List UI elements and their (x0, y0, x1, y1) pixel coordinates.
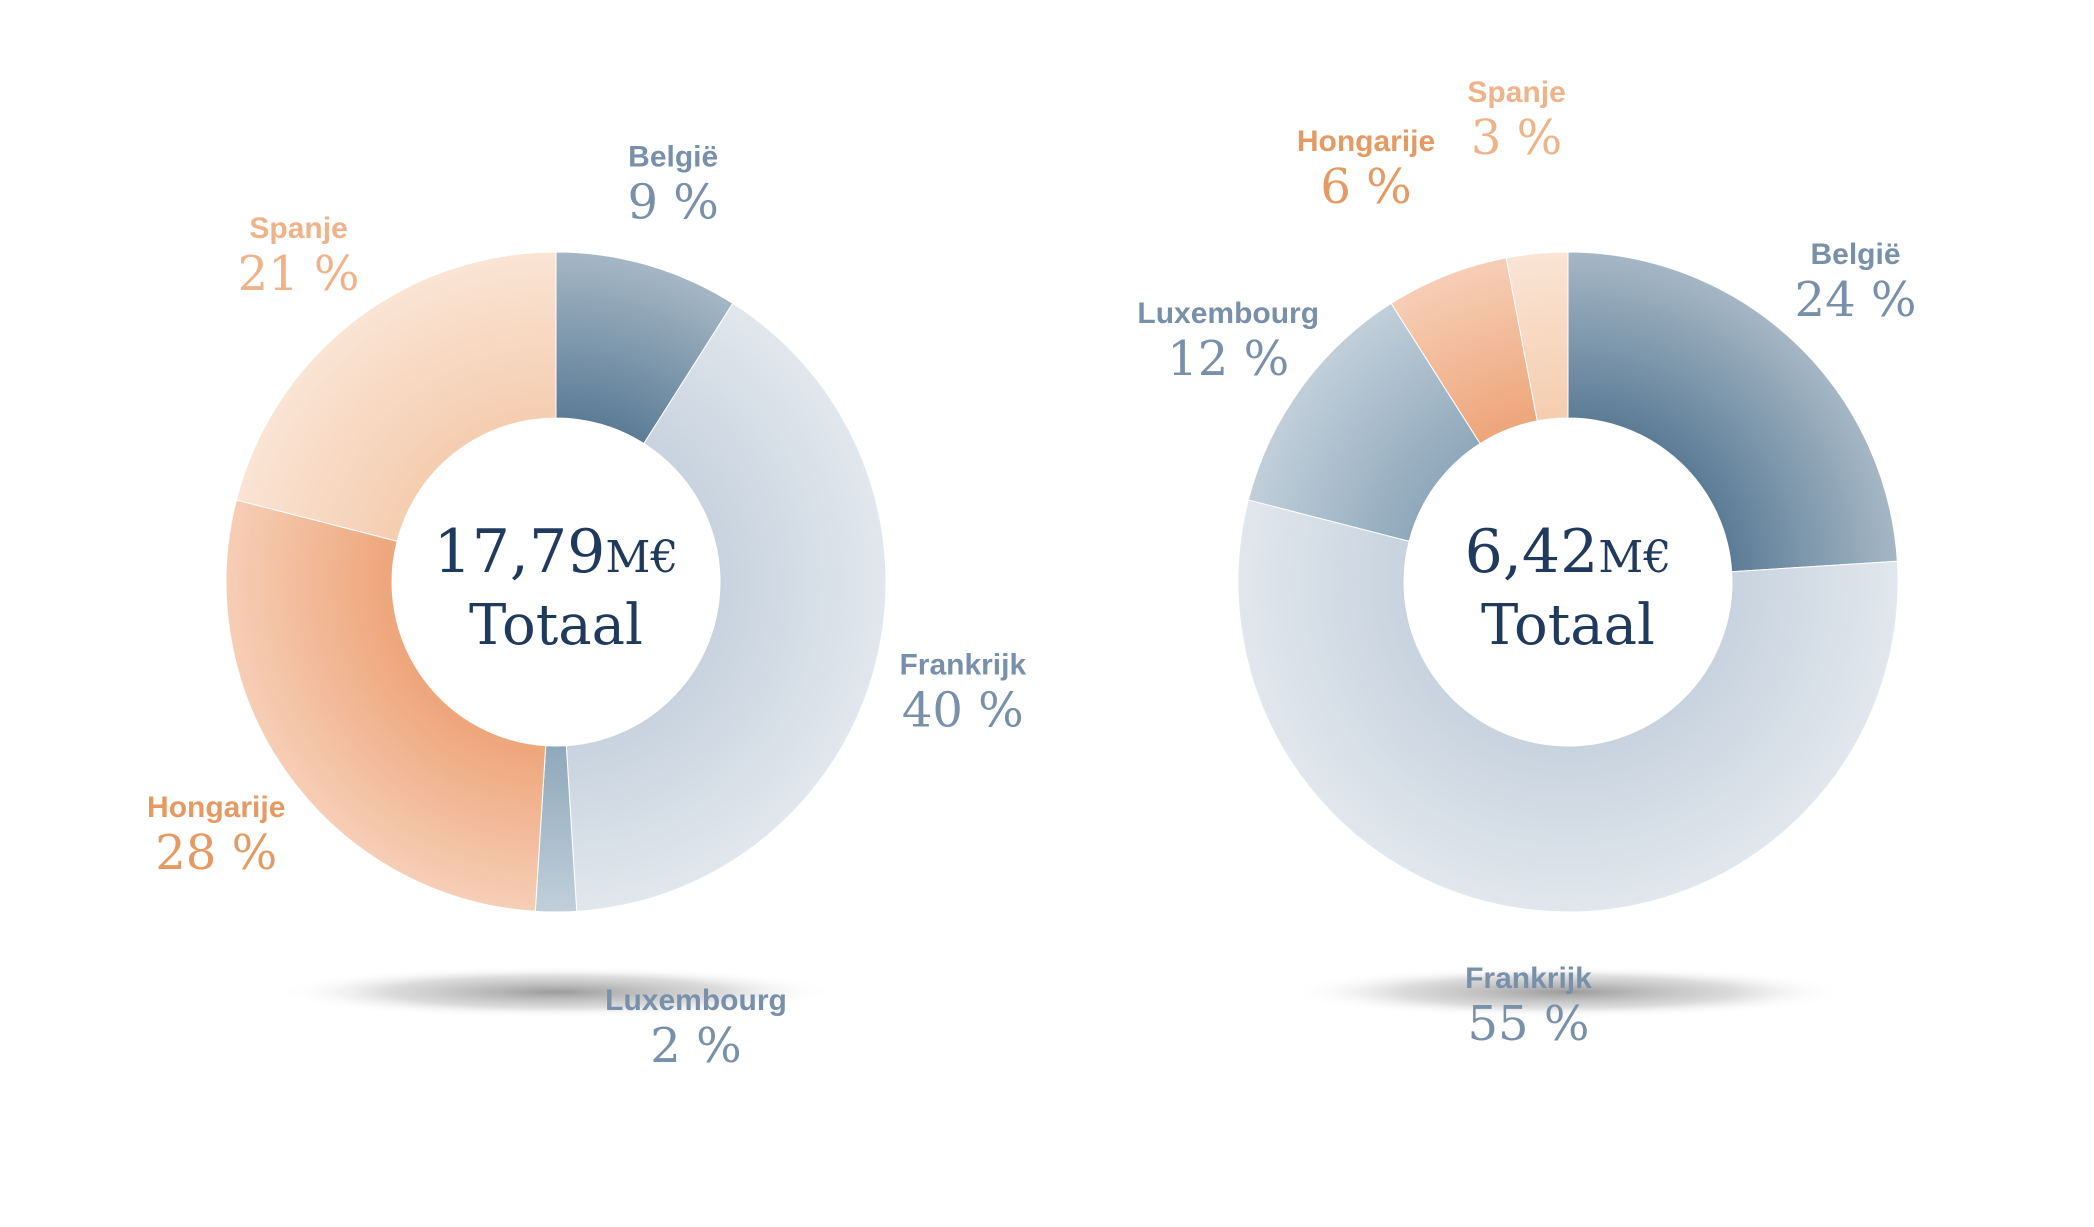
slice-belgie (1567, 251, 1898, 573)
data-label: 28 % (155, 825, 277, 881)
slice-luxembourg (1247, 302, 1481, 542)
data-label: 6 % (1320, 159, 1411, 215)
data-label: 3 % (1471, 110, 1562, 166)
total-label: Totaal (469, 593, 643, 658)
data-label: 55 % (1467, 996, 1589, 1052)
series-name: Luxembourg (1137, 297, 1319, 330)
total-value: 6,42M€ (1465, 517, 1672, 587)
slice-hongarije (225, 499, 547, 912)
data-label: 40 % (902, 682, 1024, 738)
series-name: Hongarije (1297, 125, 1435, 158)
data-label: 12 % (1167, 331, 1289, 387)
center-total: 6,42M€Totaal (1465, 517, 1672, 658)
slice-frankrijk (565, 302, 887, 912)
data-label: 9 % (627, 175, 718, 231)
slice-frankrijk (1237, 499, 1899, 913)
series-name: Frankrijk (1465, 962, 1592, 995)
data-label: 2 % (650, 1018, 741, 1074)
data-label: 21 % (238, 246, 360, 302)
total-label: Totaal (1481, 593, 1655, 658)
chart-shadow (275, 966, 837, 1018)
center-total: 17,79M€Totaal (434, 517, 679, 658)
series-name: België (1810, 238, 1900, 271)
series-name: Luxembourg (605, 984, 787, 1017)
series-name: Hongarije (147, 791, 285, 824)
series-name: Spanje (249, 212, 347, 245)
slice-spanje (235, 251, 557, 542)
series-name: België (628, 141, 718, 174)
slice-spanje (1505, 251, 1569, 422)
series-name: Frankrijk (899, 648, 1026, 681)
total-value: 17,79M€ (434, 517, 679, 587)
chart-shadow (1287, 966, 1849, 1018)
series-name: Spanje (1467, 76, 1565, 109)
data-label: 24 % (1795, 272, 1917, 328)
